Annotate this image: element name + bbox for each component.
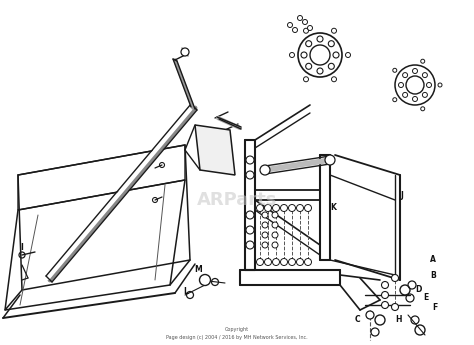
Circle shape: [303, 28, 309, 33]
Circle shape: [304, 205, 311, 211]
Circle shape: [262, 222, 268, 228]
Circle shape: [438, 83, 442, 87]
Circle shape: [289, 258, 295, 266]
Circle shape: [302, 20, 308, 24]
Circle shape: [304, 258, 311, 266]
Circle shape: [246, 156, 254, 164]
Text: H: H: [395, 315, 401, 325]
Text: E: E: [423, 294, 428, 303]
Circle shape: [256, 258, 264, 266]
Circle shape: [375, 315, 385, 325]
Circle shape: [421, 59, 425, 63]
Circle shape: [366, 311, 374, 319]
Circle shape: [402, 72, 408, 78]
Circle shape: [246, 241, 254, 249]
Circle shape: [272, 212, 278, 218]
Circle shape: [264, 205, 272, 211]
Circle shape: [382, 282, 389, 288]
Circle shape: [246, 171, 254, 179]
Circle shape: [303, 77, 309, 82]
Circle shape: [262, 232, 268, 238]
Circle shape: [308, 26, 312, 30]
Circle shape: [246, 226, 254, 234]
Text: Page design (c) 2004 / 2016 by MH Network Services, Inc.: Page design (c) 2004 / 2016 by MH Networ…: [166, 335, 308, 339]
Circle shape: [297, 258, 303, 266]
Circle shape: [290, 52, 294, 58]
Text: M: M: [194, 266, 202, 275]
Text: Copyright: Copyright: [225, 327, 249, 333]
Circle shape: [317, 68, 323, 74]
Circle shape: [333, 52, 339, 58]
Circle shape: [273, 258, 280, 266]
Circle shape: [272, 242, 278, 248]
Circle shape: [392, 275, 399, 282]
Circle shape: [412, 69, 418, 73]
Circle shape: [306, 41, 312, 47]
Circle shape: [427, 82, 431, 88]
Text: L: L: [183, 287, 188, 296]
Circle shape: [297, 205, 303, 211]
Text: ARParts: ARParts: [197, 191, 277, 209]
Text: I: I: [20, 244, 23, 253]
Circle shape: [382, 302, 389, 308]
Circle shape: [298, 16, 302, 20]
Text: D: D: [415, 286, 421, 295]
Circle shape: [246, 211, 254, 219]
Circle shape: [272, 222, 278, 228]
Text: B: B: [430, 272, 436, 280]
Circle shape: [262, 242, 268, 248]
Circle shape: [422, 72, 428, 78]
Circle shape: [200, 275, 210, 286]
Circle shape: [281, 258, 288, 266]
Circle shape: [399, 82, 403, 88]
Circle shape: [289, 205, 295, 211]
Circle shape: [328, 41, 334, 47]
Circle shape: [256, 205, 264, 211]
Text: C: C: [355, 315, 361, 325]
Circle shape: [273, 205, 280, 211]
Circle shape: [412, 97, 418, 101]
Circle shape: [402, 92, 408, 97]
Text: K: K: [330, 204, 336, 213]
Circle shape: [392, 304, 399, 310]
Text: J: J: [400, 190, 403, 199]
Circle shape: [422, 92, 428, 97]
Circle shape: [393, 68, 397, 72]
Circle shape: [317, 36, 323, 42]
Circle shape: [328, 63, 334, 69]
Circle shape: [382, 292, 389, 298]
Circle shape: [325, 155, 335, 165]
Circle shape: [421, 107, 425, 111]
Text: F: F: [432, 304, 437, 313]
Circle shape: [272, 232, 278, 238]
Circle shape: [331, 77, 337, 82]
Circle shape: [264, 258, 272, 266]
Circle shape: [346, 52, 350, 58]
Circle shape: [393, 98, 397, 102]
Circle shape: [301, 52, 307, 58]
Circle shape: [288, 22, 292, 28]
Polygon shape: [195, 125, 235, 175]
Circle shape: [331, 28, 337, 33]
Circle shape: [281, 205, 288, 211]
Circle shape: [260, 165, 270, 175]
Circle shape: [181, 48, 189, 56]
Circle shape: [262, 212, 268, 218]
Circle shape: [292, 28, 298, 32]
Text: A: A: [430, 256, 436, 265]
Circle shape: [306, 63, 312, 69]
